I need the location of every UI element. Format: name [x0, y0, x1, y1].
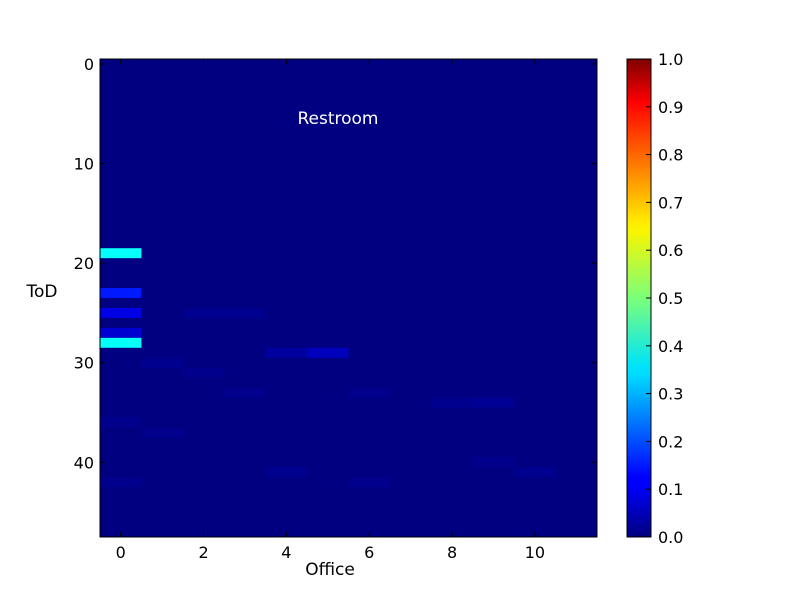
heatmap-area: Restroom	[99, 58, 598, 538]
colorbar-tick-label: 0.3	[658, 385, 683, 404]
heatmap-cell	[182, 367, 225, 378]
heatmap-background	[100, 59, 597, 537]
colorbar-tick-label: 1.0	[658, 50, 683, 69]
heatmap-cell	[100, 288, 142, 298]
colorbar-tick-label: 0.6	[658, 241, 683, 260]
heatmap-cell	[141, 427, 183, 438]
heatmap-cell	[472, 457, 515, 468]
x-tick-label: 8	[447, 543, 457, 562]
x-tick-label: 6	[364, 543, 374, 562]
heatmap-cell	[141, 357, 183, 368]
heatmap-cell	[431, 397, 473, 408]
heatmap-cell	[224, 307, 266, 318]
y-axis-label: ToD	[26, 282, 58, 302]
heatmap-cell	[307, 347, 349, 358]
heatmap-cells	[100, 248, 556, 488]
y-tick-label: 20	[74, 254, 94, 273]
heatmap-cell	[514, 467, 556, 478]
x-axis-label: Office	[305, 560, 355, 580]
colorbar-tick-label: 0.4	[658, 337, 683, 356]
colorbar-tick-label: 0.9	[658, 98, 683, 117]
heatmap-cell	[224, 387, 266, 398]
heatmap-cell	[100, 417, 142, 428]
y-tick-label: 0	[84, 55, 94, 74]
x-tick-label: 10	[525, 543, 545, 562]
heatmap-annotation: Restroom	[297, 109, 378, 129]
colorbar: 0.0 0.1 0.2 0.3 0.4 0.5 0.6 0.7 0.8 0.9 1.0	[626, 50, 683, 547]
heatmap-cell	[265, 347, 308, 358]
x-tick-label: 4	[281, 543, 291, 562]
colorbar-tick-label: 0.1	[658, 480, 683, 499]
colorbar-tick-label: 0.2	[658, 432, 683, 451]
colorbar-tick-label: 0.0	[658, 528, 683, 547]
heatmap-cell	[472, 397, 515, 408]
colorbar-tick-label: 0.7	[658, 193, 683, 212]
heatmap-cell	[100, 327, 142, 338]
heatmap-cell	[100, 248, 142, 259]
heatmap-cell	[348, 477, 390, 488]
heatmap-cell	[100, 337, 142, 348]
heatmap-cell	[182, 307, 225, 318]
colorbar-tick-label: 0.5	[658, 289, 683, 308]
x-tick-label: 2	[198, 543, 208, 562]
heatmap-cell	[348, 387, 390, 398]
colorbar-ticks: 0.0 0.1 0.2 0.3 0.4 0.5 0.6 0.7 0.8 0.9 1.0	[646, 50, 683, 547]
x-axis-ticks: 0 2 4 6 8 10	[116, 59, 545, 562]
heatmap-cell	[265, 467, 308, 478]
y-tick-label: 40	[74, 453, 94, 472]
colorbar-tick-label: 0.8	[658, 146, 683, 165]
y-tick-label: 10	[74, 155, 94, 174]
heatmap-cell	[100, 477, 142, 488]
y-tick-label: 30	[74, 354, 94, 373]
y-axis-ticks: 0 10 20 30 40	[74, 55, 597, 472]
heatmap-cell	[100, 307, 142, 318]
plot-frame	[99, 58, 598, 538]
x-tick-label: 0	[116, 543, 126, 562]
